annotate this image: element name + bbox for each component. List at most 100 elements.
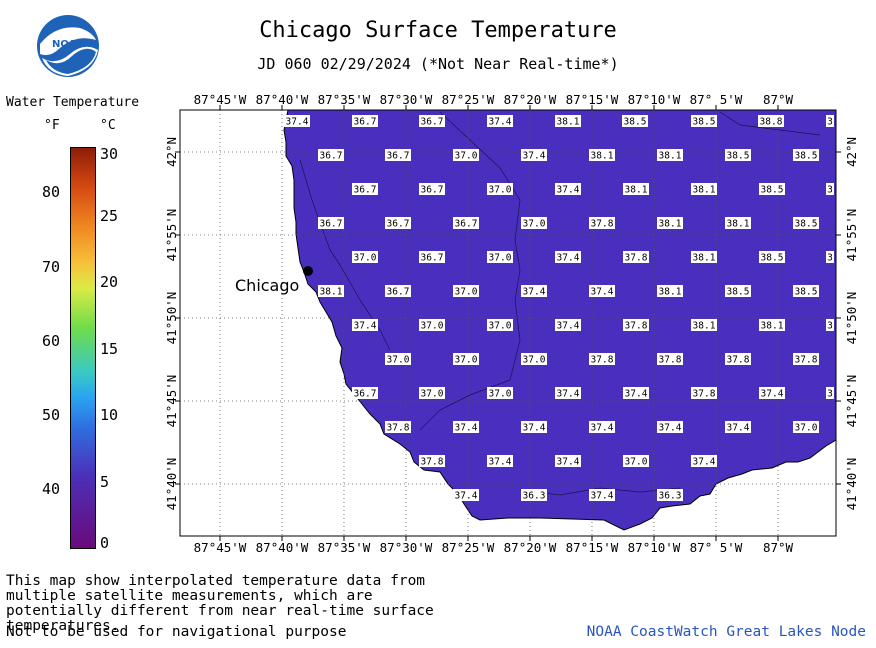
temperature-label: 36.7 [354, 389, 377, 400]
temperature-label: 37.0 [489, 185, 512, 196]
temperature-label: 37.4 [659, 423, 682, 434]
temperature-label-box [691, 183, 717, 195]
temperature-label-box [419, 455, 445, 467]
temperature-label: 37.0 [523, 219, 546, 230]
temperature-label-box [385, 421, 411, 433]
temperature-label: 36.7 [320, 151, 343, 162]
isotherm-line [419, 111, 521, 431]
temperature-label-box [793, 353, 819, 365]
temperature-label: 3 [827, 321, 833, 332]
temperature-label: 3 [827, 253, 833, 264]
longitude-label: 87°W [763, 540, 794, 555]
longitude-label: 87°15'W [566, 92, 619, 107]
temperature-label: 37.0 [795, 423, 818, 434]
longitude-label: 87°25'W [442, 92, 495, 107]
temperature-label-box [759, 183, 785, 195]
temperature-label-box [487, 115, 513, 127]
temperature-label: 36.3 [523, 491, 546, 502]
longitude-label: 87°45'W [194, 92, 247, 107]
temperature-label-box [352, 387, 378, 399]
legend-tick-c: 30 [100, 145, 119, 163]
temperature-label: 36.7 [421, 253, 444, 264]
temperature-label-box [521, 285, 547, 297]
temperature-label-box [453, 285, 479, 297]
temperature-label-box [758, 115, 784, 127]
longitude-label: 87° 5'W [690, 540, 743, 555]
temperature-label-box [657, 421, 683, 433]
temperature-labels: 37.4 36.7 36.7 37.4 38.1 38.5 38.5 38.8 3 36.7 36.… [284, 115, 834, 502]
temperature-label-box [657, 353, 683, 365]
temperature-label: 37.4 [591, 491, 614, 502]
temperature-label-box [453, 353, 479, 365]
temperature-label-box [589, 489, 615, 501]
navigation-warning: Not to be used for navigational purpose [6, 624, 347, 640]
temperature-label-box [419, 387, 445, 399]
temperature-label: 37.8 [625, 321, 648, 332]
temperature-label-box [419, 319, 445, 331]
temperature-label-box [657, 217, 683, 229]
legend-tick-f: 80 [41, 183, 60, 201]
temperature-label: 37.4 [693, 457, 716, 468]
temperature-label: 38.8 [760, 117, 783, 128]
temperature-label-box [555, 183, 581, 195]
temperature-label: 37.8 [693, 389, 716, 400]
latitude-label: 41°50'N [844, 292, 859, 345]
top-longitude-labels: 87°45'W 87°40'W 87°35'W 87°30'W 87°25'W 87°20… [194, 92, 794, 107]
latitude-label: 42°N [844, 137, 859, 167]
city-label: Chicago [235, 276, 300, 295]
temperature-label-box [589, 421, 615, 433]
temperature-label: 37.4 [523, 287, 546, 298]
temperature-label: 37.4 [455, 423, 478, 434]
temperature-label-box [453, 149, 479, 161]
axis-ticks [175, 105, 841, 541]
temperature-label: 37.4 [591, 287, 614, 298]
temperature-label-box [759, 251, 785, 263]
temperature-label-box [385, 149, 411, 161]
legend-tick-c: 20 [100, 273, 119, 291]
temperature-label: 37.4 [557, 253, 580, 264]
legend-tick-f: 70 [41, 258, 60, 276]
temperature-label: 36.7 [320, 219, 343, 230]
temperature-label-box [453, 489, 479, 501]
temperature-label: 36.7 [354, 185, 377, 196]
temperature-label-box [555, 455, 581, 467]
latitude-label: 41°45'N [844, 375, 859, 428]
temperature-label-box [521, 353, 547, 365]
temperature-label: 36.7 [387, 219, 410, 230]
temperature-label: 37.8 [625, 253, 648, 264]
latitude-label: 41°55'N [164, 209, 179, 262]
temperature-label-box [759, 387, 785, 399]
longitude-label: 87°35'W [318, 92, 371, 107]
temperature-label-box [589, 353, 615, 365]
temperature-label-box [453, 217, 479, 229]
temperature-label-box [419, 183, 445, 195]
temperature-label-box [623, 319, 649, 331]
legend-tick-c: 10 [100, 406, 119, 424]
temperature-label-box [318, 149, 344, 161]
temperature-label-box [521, 489, 547, 501]
temperature-label-box [725, 285, 751, 297]
temperature-label-box [657, 489, 683, 501]
temperature-label-box [589, 149, 615, 161]
temperature-label: 3 [827, 185, 833, 196]
temperature-label: 37.0 [489, 321, 512, 332]
temperature-label-box [826, 183, 834, 195]
temperature-label: 37.4 [557, 185, 580, 196]
temperature-label: 37.4 [557, 321, 580, 332]
latitude-label: 41°40'N [164, 458, 179, 511]
temperature-label: 37.0 [455, 355, 478, 366]
temperature-label: 38.5 [693, 117, 716, 128]
temperature-label: 37.4 [727, 423, 750, 434]
longitude-label: 87°25'W [442, 540, 495, 555]
temperature-label: 37.8 [795, 355, 818, 366]
temperature-colorbar [70, 147, 96, 549]
temperature-label: 38.1 [320, 287, 343, 298]
temperature-label: 38.1 [591, 151, 614, 162]
map-frame [179, 109, 837, 537]
temperature-label: 38.5 [761, 253, 784, 264]
temperature-label-box [725, 217, 751, 229]
temperature-label: 37.0 [489, 253, 512, 264]
temperature-label: 37.4 [455, 491, 478, 502]
temperature-label: 38.5 [795, 287, 818, 298]
temperature-label: 38.1 [625, 185, 648, 196]
